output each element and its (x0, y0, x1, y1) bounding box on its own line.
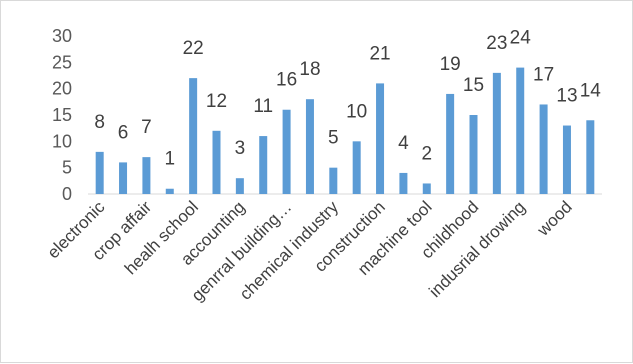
bar (189, 78, 198, 194)
bar (539, 104, 548, 194)
bar (586, 120, 595, 194)
data-label: 14 (580, 80, 602, 101)
data-label: 8 (94, 112, 105, 133)
data-label: 16 (276, 70, 297, 91)
x-tick-label: wood (533, 197, 576, 240)
y-tick-label: 5 (62, 158, 72, 178)
data-label: 5 (328, 128, 339, 149)
data-label: 4 (398, 133, 409, 154)
bar (492, 72, 501, 194)
bar-layer (95, 67, 595, 194)
bar (329, 167, 338, 194)
bar (235, 178, 244, 194)
bar (446, 93, 455, 194)
y-tick-label: 20 (52, 79, 72, 99)
bar (352, 141, 361, 194)
bar (282, 109, 291, 194)
data-label: 10 (346, 101, 367, 122)
bar (562, 125, 571, 194)
data-label: 13 (556, 86, 577, 107)
data-label: 12 (206, 91, 227, 112)
y-tick-label: 0 (62, 184, 72, 204)
bar (516, 67, 525, 194)
bar (95, 151, 104, 194)
data-label: 15 (463, 75, 484, 96)
bar (259, 136, 268, 194)
y-tick-label: 15 (52, 105, 72, 125)
bar (305, 99, 314, 194)
data-label: 1 (164, 149, 175, 170)
y-tick-label: 10 (52, 131, 72, 151)
data-label: 11 (253, 96, 273, 117)
bar (119, 162, 128, 194)
bar (399, 172, 408, 194)
bar (142, 157, 151, 194)
data-label: 21 (369, 43, 390, 64)
data-label: 19 (440, 54, 461, 75)
data-label: 2 (421, 143, 432, 164)
data-label: 6 (118, 122, 129, 143)
data-label: 22 (183, 38, 204, 59)
data-label: 7 (141, 117, 152, 138)
y-tick-label: 30 (52, 26, 72, 46)
bar (422, 183, 431, 194)
bar (469, 115, 478, 194)
bar (376, 83, 385, 194)
bar (165, 188, 174, 194)
y-tick-label: 25 (52, 52, 72, 72)
data-label: 24 (510, 28, 532, 49)
data-label: 3 (235, 138, 246, 159)
bar (212, 130, 221, 194)
data-label: 18 (299, 59, 320, 80)
data-label: 23 (486, 33, 507, 54)
data-label: 17 (533, 64, 554, 85)
